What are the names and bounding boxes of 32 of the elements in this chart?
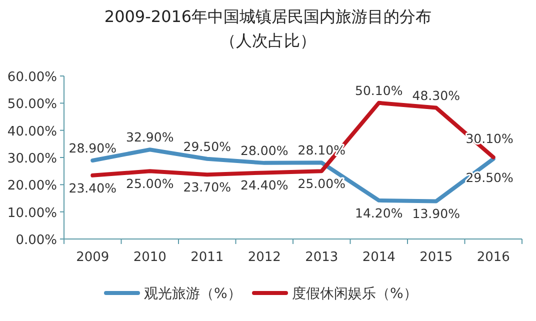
- data-label: 25.00%: [298, 176, 346, 192]
- data-label: 48.30%: [412, 88, 460, 103]
- y-tick-label: 30.00%: [7, 152, 57, 166]
- data-label: 13.90%: [412, 206, 460, 222]
- x-tick-label: 2012: [248, 250, 281, 265]
- y-tick-label: 50.00%: [7, 97, 57, 112]
- data-label: 29.50%: [183, 138, 232, 154]
- x-tick-label: 2009: [76, 250, 110, 265]
- data-label: 28.00%: [240, 142, 288, 158]
- chart-title: 2009-2016年中国城镇居民国内旅游目的分布: [104, 7, 432, 26]
- data-label: 25.00%: [126, 176, 174, 192]
- data-label: 50.10%: [355, 82, 403, 98]
- legend-label: 观光旅游（%）: [144, 286, 242, 302]
- x-tick-label: 2013: [305, 250, 338, 265]
- data-label: 23.40%: [68, 180, 117, 196]
- x-tick-label: 2010: [133, 250, 166, 265]
- x-tick-label: 2016: [476, 250, 510, 265]
- y-tick-label: 40.00%: [7, 124, 57, 140]
- x-tick-label: 2015: [420, 250, 453, 265]
- data-label: 24.40%: [240, 178, 288, 193]
- data-label: 23.70%: [183, 180, 232, 195]
- y-tick-label: 0.00%: [16, 233, 57, 248]
- y-tick-label: 10.00%: [7, 206, 57, 221]
- chart-subtitle: （人次占比）: [220, 31, 316, 50]
- data-label: 32.90%: [126, 130, 174, 145]
- x-tick-label: 2011: [190, 250, 224, 265]
- x-tick-label: 2014: [362, 250, 396, 265]
- y-tick-label: 20.00%: [7, 178, 57, 194]
- y-tick-label: 60.00%: [7, 70, 57, 85]
- legend-label: 度假休闲娱乐（%）: [292, 286, 418, 302]
- data-label: 14.20%: [355, 205, 403, 220]
- data-label: 28.90%: [68, 140, 117, 156]
